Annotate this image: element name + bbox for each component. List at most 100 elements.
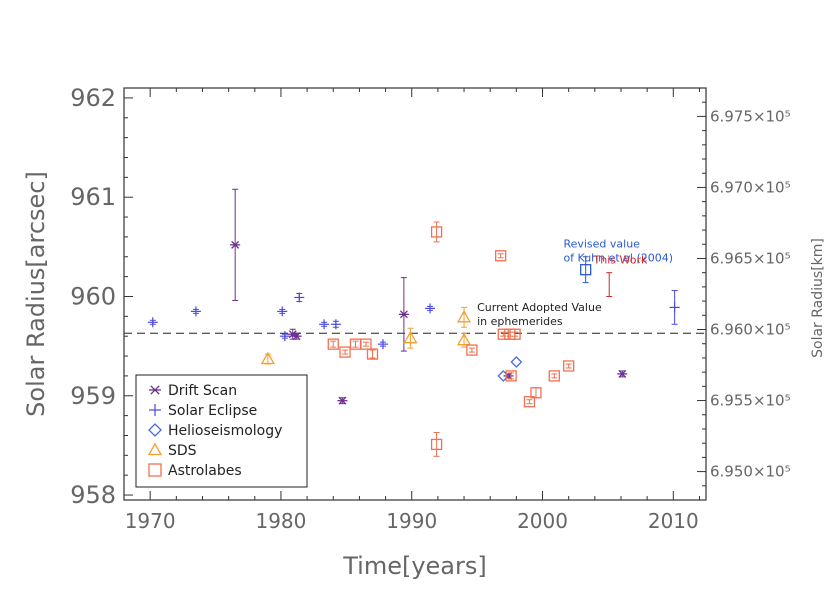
y-tick-label: 958 [70, 481, 116, 509]
data-point [327, 338, 339, 350]
x-tick-label: 2000 [517, 509, 568, 533]
legend-label-drift-scan: Drift Scan [168, 383, 237, 399]
error-bar [565, 363, 572, 369]
error-bar [582, 256, 589, 284]
data-point [190, 306, 201, 317]
error-bar [433, 431, 440, 457]
data-point [456, 332, 472, 346]
data-point [337, 396, 348, 405]
legend-symbol-helioseismology [148, 423, 162, 437]
legend-symbol-astrolabes [148, 463, 162, 477]
data-point [319, 319, 330, 330]
y-axis-title: Solar Radius[arcsec] [22, 171, 50, 417]
data-point [497, 328, 509, 340]
data-point-d2 [399, 310, 408, 319]
data-point [377, 339, 388, 350]
kuhn-annotation-line1: Revised value [563, 238, 640, 251]
legend-symbols [147, 385, 163, 477]
data-point [495, 250, 507, 262]
y2-axis-title: Solar Radius[km] [810, 238, 826, 358]
data-point [425, 303, 436, 314]
y2-tick-label: 6.965×10⁵ [710, 249, 791, 267]
data-point [360, 338, 372, 350]
data-point-d2 [231, 240, 240, 249]
y-tick-label: 962 [70, 84, 116, 112]
data-point [279, 331, 290, 342]
y-tick-label: 961 [70, 183, 116, 211]
data-marks [147, 188, 680, 457]
y-tick-label: 959 [70, 382, 116, 410]
error-bar [508, 372, 515, 380]
data-point [291, 332, 302, 341]
series-drift-scan [230, 188, 628, 405]
data-point [563, 360, 575, 372]
adopted-value-label-line2: in ephemerides [477, 315, 563, 328]
legend-symbol-solar-eclipse [149, 404, 161, 416]
error-bar [352, 340, 359, 348]
this-work-annotation: This Work [593, 254, 648, 267]
x-tick-label: 1970 [125, 509, 176, 533]
data-point [530, 387, 542, 399]
x-axis-ticks: 1970 1980 1990 2000 2010 [125, 88, 700, 533]
error-bar [551, 373, 558, 379]
data-point [505, 370, 517, 382]
series-solar-eclipse [147, 290, 680, 350]
error-bar [497, 253, 504, 259]
data-point [510, 356, 523, 368]
x-tick-label: 2010 [648, 509, 699, 533]
legend-label-astrolabes: Astrolabes [168, 463, 242, 479]
adopted-value-label-line1: Current Adopted Value [477, 301, 602, 314]
data-point-d2 [288, 330, 297, 339]
y2-tick-label: 6.950×10⁵ [710, 463, 791, 481]
error-bar [330, 340, 337, 348]
series-astrolabes [327, 221, 575, 457]
series-sds [260, 306, 472, 365]
error-bar [433, 221, 440, 243]
y2-axis-ticks: 6.950×10⁵ 6.955×10⁵ 6.960×10⁵ 6.965×10⁵ 6.97… [697, 101, 791, 487]
legend-box [135, 374, 308, 488]
x-tick-label: 1990 [386, 509, 437, 533]
data-point [339, 346, 351, 358]
error-bar [606, 272, 613, 297]
legend-symbol-sds [147, 442, 163, 456]
data-point [230, 240, 241, 249]
error-bar [342, 349, 349, 355]
data-point [398, 310, 409, 319]
data-point [430, 438, 443, 451]
legend: Drift Scan Solar Eclipse Helioseismology… [135, 374, 308, 488]
y2-tick-label: 6.955×10⁵ [710, 392, 791, 410]
data-point [456, 310, 472, 323]
kuhn-annotation-line2: of Kuhn et al (2004) [563, 252, 673, 265]
plot-area [123, 87, 707, 501]
data-point [366, 348, 379, 360]
error-bar [526, 399, 533, 405]
data-point [669, 302, 680, 313]
data-point [523, 396, 536, 408]
x-tick-label: 1980 [255, 509, 306, 533]
data-point [509, 328, 521, 340]
x-axis-title: Time[years] [342, 552, 487, 580]
data-point-d2 [338, 396, 347, 405]
legend-label-sds: SDS [168, 443, 197, 459]
data-point [617, 369, 628, 378]
data-point [430, 226, 443, 238]
data-point [277, 306, 288, 317]
data-point [580, 264, 592, 276]
y-tick-label: 960 [70, 282, 116, 310]
y-axis-ticks: 958 959 960 961 962 [70, 84, 133, 509]
data-point-d2 [618, 369, 627, 378]
error-bar [369, 349, 376, 359]
data-point-d2 [292, 332, 301, 341]
error-bar [512, 331, 519, 337]
data-point [466, 344, 478, 356]
error-bar [468, 347, 475, 353]
data-point [548, 370, 560, 382]
y2-tick-label: 6.975×10⁵ [710, 107, 791, 125]
data-point [294, 292, 305, 303]
data-point [403, 330, 418, 344]
legend-symbol-drift-scan-d2 [150, 385, 160, 395]
data-point [147, 317, 158, 328]
data-point [260, 351, 275, 365]
legend-label-solar-eclipse: Solar Eclipse [168, 403, 257, 419]
